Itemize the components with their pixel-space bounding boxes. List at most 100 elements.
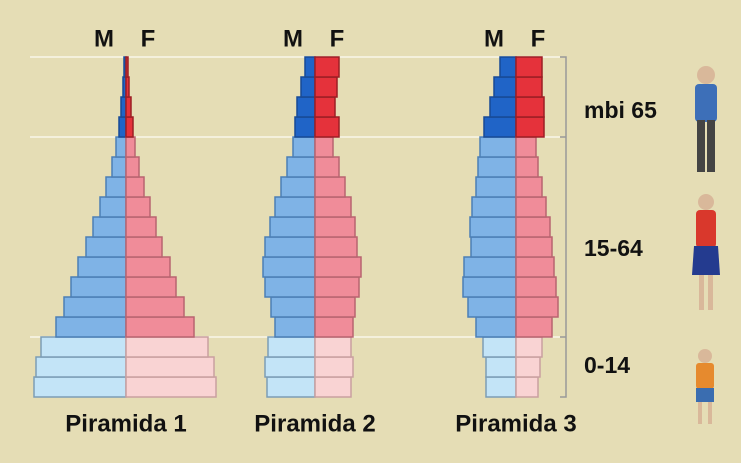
bar xyxy=(118,116,127,138)
bar xyxy=(35,356,127,378)
bar xyxy=(314,56,340,78)
bar xyxy=(77,256,127,278)
icon-child xyxy=(696,349,714,424)
bar xyxy=(485,376,517,398)
bar xyxy=(515,336,543,358)
bar xyxy=(314,296,356,318)
bar xyxy=(515,376,539,398)
bar xyxy=(314,96,336,118)
bar xyxy=(489,96,517,118)
bar xyxy=(269,216,316,238)
bar xyxy=(314,136,334,158)
bar xyxy=(463,256,517,278)
bar xyxy=(270,296,316,318)
bar xyxy=(477,156,517,178)
bracket xyxy=(560,56,567,398)
bar xyxy=(515,356,541,378)
bar xyxy=(300,76,316,98)
bar xyxy=(264,236,316,258)
bar xyxy=(274,316,316,338)
bar xyxy=(314,76,338,98)
bar xyxy=(125,296,185,318)
age-group-label: 15-64 xyxy=(584,235,643,261)
bar xyxy=(125,176,145,198)
legend-label: F xyxy=(330,25,345,52)
bar xyxy=(125,316,195,338)
bar xyxy=(479,136,517,158)
bar xyxy=(483,116,517,138)
bar xyxy=(70,276,127,298)
bar xyxy=(125,76,130,98)
bar xyxy=(40,336,127,358)
bar xyxy=(125,196,151,218)
icon-adult xyxy=(692,194,720,310)
bar xyxy=(515,156,539,178)
bar xyxy=(515,276,557,298)
bar xyxy=(125,376,217,398)
bar xyxy=(515,296,559,318)
bar xyxy=(515,216,551,238)
bar xyxy=(485,356,517,378)
bar xyxy=(470,236,517,258)
bar xyxy=(292,136,316,158)
bar xyxy=(286,156,316,178)
bar xyxy=(55,316,127,338)
bar xyxy=(314,156,340,178)
legend-label: F xyxy=(531,25,546,52)
bar xyxy=(264,276,316,298)
age-group-label: 0-14 xyxy=(584,352,630,378)
bar xyxy=(314,356,354,378)
bar xyxy=(125,116,134,138)
bar xyxy=(515,76,543,98)
bar xyxy=(262,256,316,278)
bar xyxy=(515,316,553,338)
bar xyxy=(515,136,537,158)
bar xyxy=(314,176,346,198)
bar xyxy=(92,216,127,238)
bar xyxy=(125,56,129,78)
bar xyxy=(85,236,127,258)
bar xyxy=(274,196,316,218)
bar xyxy=(125,356,215,378)
bar xyxy=(515,236,553,258)
bar xyxy=(482,336,517,358)
bar xyxy=(314,196,352,218)
bar xyxy=(125,256,171,278)
bar xyxy=(99,196,127,218)
bar xyxy=(475,176,517,198)
bar xyxy=(267,336,316,358)
bar xyxy=(125,236,163,258)
bar xyxy=(296,96,316,118)
legend-label: M xyxy=(94,25,114,52)
bar xyxy=(266,376,316,398)
bar xyxy=(314,236,358,258)
bar xyxy=(111,156,127,178)
bar xyxy=(469,216,517,238)
pyramid-title: Piramida 2 xyxy=(254,410,375,437)
bar xyxy=(280,176,316,198)
bar xyxy=(314,376,352,398)
bar xyxy=(314,256,362,278)
pyramid-title: Piramida 1 xyxy=(65,410,186,437)
bar xyxy=(515,56,543,78)
bar xyxy=(515,116,545,138)
legend-label: M xyxy=(283,25,303,52)
bar xyxy=(499,56,517,78)
bar xyxy=(462,276,517,298)
age-group-label: mbi 65 xyxy=(584,97,657,123)
bar xyxy=(314,216,356,238)
bar xyxy=(515,96,545,118)
bar xyxy=(471,196,517,218)
bar xyxy=(515,176,543,198)
bar xyxy=(467,296,517,318)
bar xyxy=(475,316,517,338)
pyramid-title: Piramida 3 xyxy=(455,410,576,437)
bar xyxy=(33,376,127,398)
bar xyxy=(125,216,157,238)
bar xyxy=(125,136,136,158)
icon-old xyxy=(695,66,717,172)
bar xyxy=(115,136,127,158)
bar xyxy=(125,276,177,298)
bar xyxy=(105,176,127,198)
